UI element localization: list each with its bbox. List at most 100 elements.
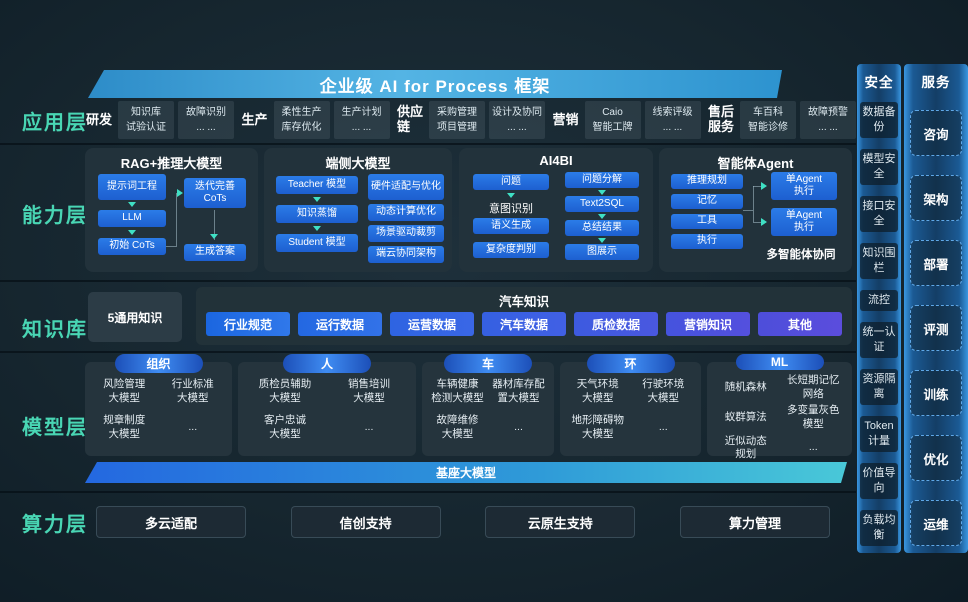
compute-layer-row: 多云适配 信创支持 云原生支持 算力管理 xyxy=(96,506,830,538)
edge-distill-box: 知识蒸馏 xyxy=(276,205,358,223)
connector-line xyxy=(166,246,176,247)
knowledge-pill: 运行数据 xyxy=(298,312,382,336)
app-box: 设计及协同 ... ... xyxy=(489,101,545,139)
app-box-line: ... ... xyxy=(351,122,372,133)
layer-divider xyxy=(0,143,856,145)
framework-banner: 企业级 AI for Process 框架 xyxy=(88,70,782,98)
agent-tools-box: 工具 xyxy=(671,214,743,229)
rag-initial-cots-box: 初始 CoTs xyxy=(98,238,166,255)
rag-iterate-box: 迭代完善 CoTs xyxy=(184,178,246,208)
model-group-capsule: 组织 xyxy=(114,354,203,373)
arrow-down-icon xyxy=(313,226,321,231)
panel-ai4bi: AI4BI 问题 意图识别 语义生成 复杂度判别 问题分解 Text2SQL 总… xyxy=(459,148,653,272)
security-item: 模型安全 xyxy=(860,149,898,185)
model-item: 长短期记忆 网络 xyxy=(787,374,840,400)
bi-question-box: 问题 xyxy=(473,174,549,190)
agent-execute-box: 执行 xyxy=(671,234,743,249)
security-title: 安全 xyxy=(864,75,894,90)
service-item: 架构 xyxy=(910,175,962,221)
knowledge-pill: 质检数据 xyxy=(574,312,658,336)
edge-teacher-box: Teacher 模型 xyxy=(276,176,358,194)
app-box-line: 柔性生产 xyxy=(281,106,322,118)
app-box-line: Caio xyxy=(602,106,623,118)
layer-divider xyxy=(0,351,856,353)
security-item: Token计量 xyxy=(860,416,898,453)
agent-single-exec-box: 单Agent 执行 xyxy=(771,208,837,236)
banner-title: 企业级 AI for Process 框架 xyxy=(319,76,551,96)
rag-llm-box: LLM xyxy=(98,210,166,227)
app-box-line: 采购管理 xyxy=(437,106,477,118)
model-item: 天气环境 大模型 xyxy=(576,378,619,404)
app-box-line: 故障预警 xyxy=(808,106,848,118)
knowledge-pill: 行业规范 xyxy=(206,312,290,336)
app-group-production: 生产 柔性生产 库存优化 生产计划 ... ... xyxy=(242,101,390,139)
bi-intent-text: 意图识别 xyxy=(489,203,533,215)
model-item-more: ... xyxy=(364,421,374,434)
agent-multi-caption: 多智能体协同 xyxy=(766,249,836,261)
arrow-down-icon xyxy=(128,230,136,235)
model-item: 规章制度 大模型 xyxy=(103,414,146,440)
service-column: 服务 咨询 架构 部署 评测 训练 优化 运维 xyxy=(904,64,968,553)
model-item: 器材库存配 置大模型 xyxy=(492,378,545,404)
app-box-line: 智能工牌 xyxy=(592,122,633,133)
panel-title: AI4BI xyxy=(539,153,573,168)
arrow-right-icon xyxy=(761,182,767,190)
model-item: 质检员辅助 大模型 xyxy=(258,378,312,404)
arrow-down-icon xyxy=(598,238,606,243)
compute-box-cloudnative: 云原生支持 xyxy=(485,506,636,538)
arrow-right-icon xyxy=(761,218,767,226)
app-group-marketing: 营销 Caio 智能工牌 线索评级 ... ... xyxy=(553,101,701,139)
knowledge-pill: 营销知识 xyxy=(666,312,750,336)
bi-text2sql-box: Text2SQL xyxy=(565,196,639,212)
app-box-line: 故障识别 xyxy=(186,106,226,118)
app-group-label: 营销 xyxy=(552,111,579,127)
auto-knowledge-title: 汽车知识 xyxy=(498,295,549,309)
model-item: 多变量灰色 模型 xyxy=(787,404,840,430)
bi-summary-box: 总结结果 xyxy=(565,220,639,236)
panel-edge-model: 端侧大模型 Teacher 模型 知识蒸馏 Student 模型 硬件适配与优化… xyxy=(264,148,452,272)
security-column: 安全 数据备份 模型安全 接口安全 知识围栏 流控 统一认证 资源隔离 Toke… xyxy=(857,64,901,553)
security-item: 知识围栏 xyxy=(860,243,898,279)
app-box-line: 智能诊修 xyxy=(748,122,788,133)
app-box-line: ... ... xyxy=(196,122,216,133)
model-item: 客户忠诚 大模型 xyxy=(264,414,306,440)
security-item: 数据备份 xyxy=(860,102,898,138)
app-box-line: 库存优化 xyxy=(281,122,322,133)
arrow-down-icon xyxy=(313,197,321,202)
security-item: 流控 xyxy=(860,290,898,312)
model-item-more: ... xyxy=(188,421,198,434)
service-item: 评测 xyxy=(910,305,962,351)
panel-rag: RAG+推理大模型 提示词工程 LLM 初始 CoTs 迭代完善 CoTs 生成… xyxy=(85,148,258,272)
layer-label-application: 应用层 xyxy=(22,112,88,134)
service-item: 训练 xyxy=(910,370,962,416)
panel-title: 智能体Agent xyxy=(717,156,794,171)
app-box: Caio 智能工牌 xyxy=(584,101,641,139)
app-box: 车百科 智能诊修 xyxy=(740,101,796,139)
security-item: 负载均衡 xyxy=(860,510,898,546)
application-layer-row: 研发 知识库 试验认证 故障识别 ... ... 生产 柔性生产 库存优化 生产计划.… xyxy=(86,99,856,141)
app-box-line: 线索评级 xyxy=(652,106,693,118)
layer-label-compute: 算力层 xyxy=(22,514,88,536)
app-group-supply-chain: 供应链 采购管理项目管理 设计及协同 ... ... xyxy=(397,101,545,139)
panel-title: 端侧大模型 xyxy=(325,156,391,171)
app-box-line: 项目管理 xyxy=(437,122,477,133)
app-box-line: 生产计划 xyxy=(341,106,382,118)
app-group-label: 供应链 xyxy=(397,104,424,134)
edge-cloud-box: 端云协同架构 xyxy=(368,246,444,263)
compute-box-management: 算力管理 xyxy=(679,506,830,538)
bi-decompose-box: 问题分解 xyxy=(565,172,639,188)
arrow-down-icon xyxy=(128,202,136,207)
connector-line xyxy=(176,193,177,247)
arrow-down-icon xyxy=(507,193,515,198)
app-box-line: 车百科 xyxy=(753,106,783,118)
edge-dyncompute-box: 动态计算优化 xyxy=(368,204,444,221)
service-item: 优化 xyxy=(910,435,962,481)
model-group-capsule: 人 xyxy=(283,354,371,373)
app-box-line: ... ... xyxy=(507,122,527,133)
model-group-vehicle: 车 车辆健康 检测大模型 器材库存配 置大模型 故障维修 大模型 ... xyxy=(422,354,554,456)
agent-single-exec-box: 单Agent 执行 xyxy=(771,172,837,200)
edge-scene-box: 场景驱动裁剪 xyxy=(368,225,444,242)
app-group-label: 售后服务 xyxy=(708,104,735,134)
model-item-more: ... xyxy=(514,421,523,434)
security-item: 资源隔离 xyxy=(860,369,898,406)
